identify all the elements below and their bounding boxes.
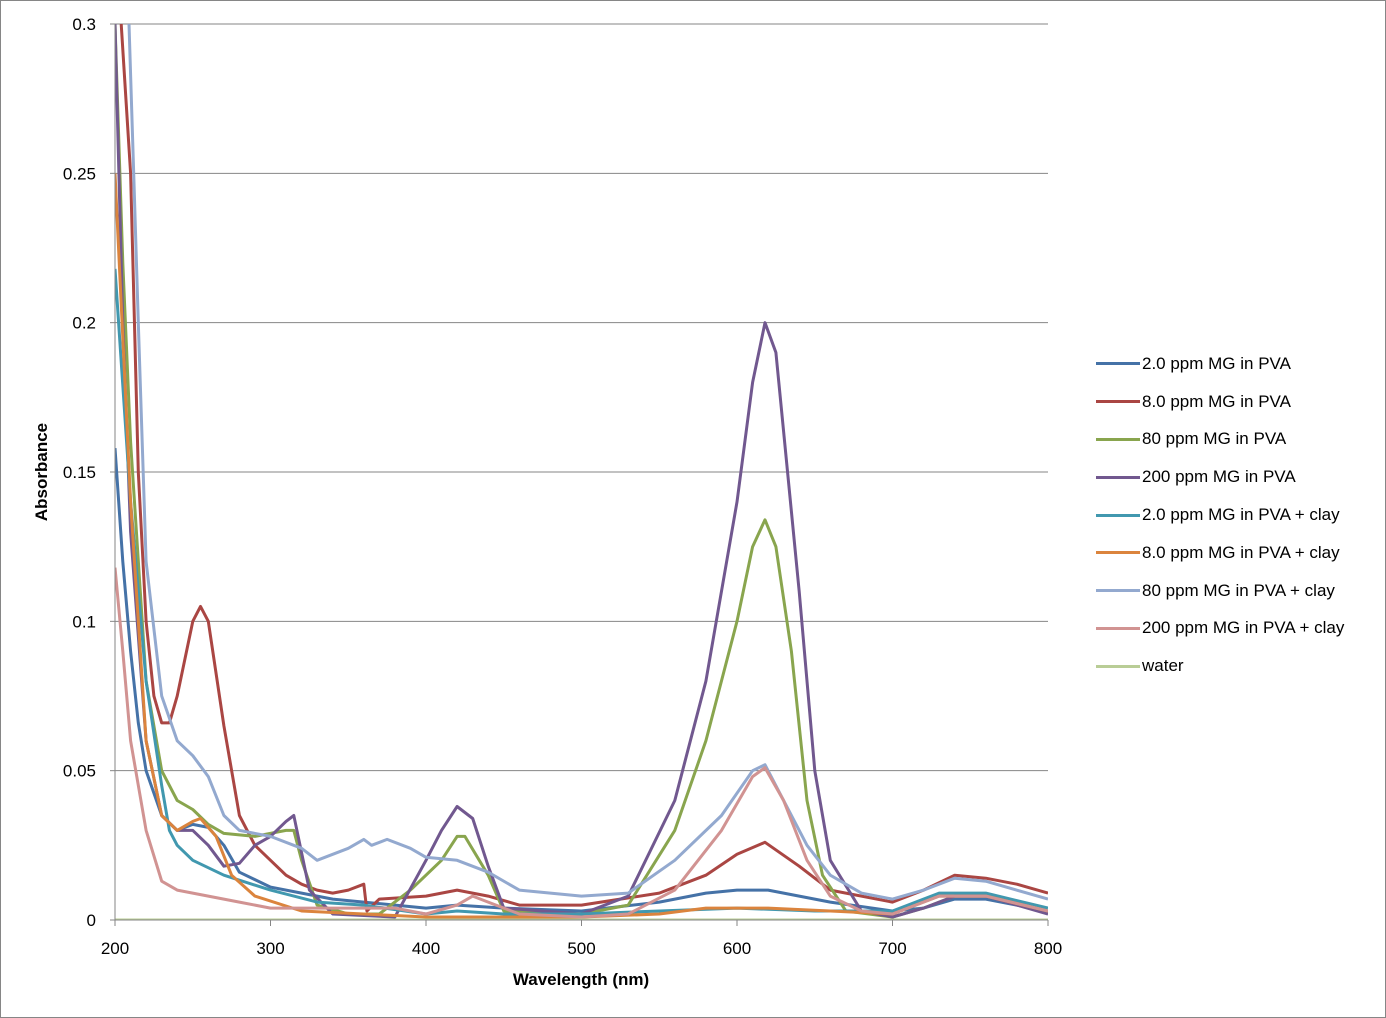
- legend-label: 80 ppm MG in PVA: [1142, 429, 1287, 449]
- y-tick-label: 0.1: [72, 612, 96, 631]
- legend-swatch: [1096, 437, 1140, 441]
- legend: 2.0 ppm MG in PVA 8.0 ppm MG in PVA 80 ppm…: [1096, 345, 1344, 685]
- legend-swatch: [1096, 551, 1140, 555]
- x-tick-label: 800: [1034, 939, 1062, 958]
- series-line-4: [115, 24, 1048, 919]
- legend-label: 200 ppm MG in PVA: [1142, 467, 1296, 487]
- legend-item: 8.0 ppm MG in PVA: [1096, 383, 1344, 421]
- y-tick-label: 0.25: [63, 164, 96, 183]
- y-tick-label: 0.15: [63, 463, 96, 482]
- legend-item: 200 ppm MG in PVA + clay: [1096, 610, 1344, 648]
- legend-label: 200 ppm MG in PVA + clay: [1142, 618, 1345, 638]
- series-line-6: [115, 173, 1048, 919]
- legend-item: 80 ppm MG in PVA: [1096, 421, 1344, 459]
- legend-swatch: [1096, 362, 1140, 366]
- legend-label: water: [1142, 656, 1184, 676]
- legend-item: 2.0 ppm MG in PVA + clay: [1096, 496, 1344, 534]
- legend-swatch: [1096, 664, 1140, 668]
- y-axis-label: Absorbance: [32, 423, 51, 521]
- series-line-5: [115, 268, 1048, 916]
- legend-label: 2.0 ppm MG in PVA + clay: [1142, 505, 1340, 525]
- axes: 0 0.05 0.1 0.15 0.2 0.25 0.3 200 300 400 500 600 700…: [63, 15, 1062, 958]
- x-tick-label: 200: [101, 939, 129, 958]
- y-tick-label: 0.2: [72, 314, 96, 333]
- legend-label: 80 ppm MG in PVA + clay: [1142, 580, 1335, 600]
- legend-swatch: [1096, 589, 1140, 593]
- legend-label: 8.0 ppm MG in PVA + clay: [1142, 542, 1340, 562]
- legend-item: water: [1096, 647, 1344, 685]
- x-tick-label: 400: [412, 939, 440, 958]
- series-line-1: [115, 447, 1048, 913]
- legend-swatch: [1096, 475, 1140, 479]
- legend-item: 200 ppm MG in PVA: [1096, 458, 1344, 496]
- gridlines: [115, 23, 1048, 772]
- y-tick-label: 0: [87, 911, 96, 930]
- legend-swatch: [1096, 513, 1140, 517]
- series-line-7: [127, 24, 1048, 901]
- legend-item: 8.0 ppm MG in PVA + clay: [1096, 534, 1344, 572]
- legend-swatch: [1096, 626, 1140, 630]
- x-tick-label: 500: [567, 939, 595, 958]
- series-line-8: [115, 567, 1048, 919]
- x-tick-label: 300: [256, 939, 284, 958]
- legend-swatch: [1096, 400, 1140, 404]
- legend-item: 2.0 ppm MG in PVA: [1096, 345, 1344, 383]
- y-tick-label: 0.05: [63, 762, 96, 781]
- y-tick-label: 0.3: [72, 15, 96, 34]
- series-line-3: [115, 24, 1048, 919]
- legend-label: 2.0 ppm MG in PVA: [1142, 353, 1291, 373]
- series-lines: [115, 24, 1048, 920]
- x-axis-label: Wavelength (nm): [513, 970, 649, 989]
- x-tick-label: 700: [878, 939, 906, 958]
- legend-label: 8.0 ppm MG in PVA: [1142, 391, 1291, 411]
- series-line-2: [119, 24, 1048, 913]
- x-tick-label: 600: [723, 939, 751, 958]
- legend-item: 80 ppm MG in PVA + clay: [1096, 572, 1344, 610]
